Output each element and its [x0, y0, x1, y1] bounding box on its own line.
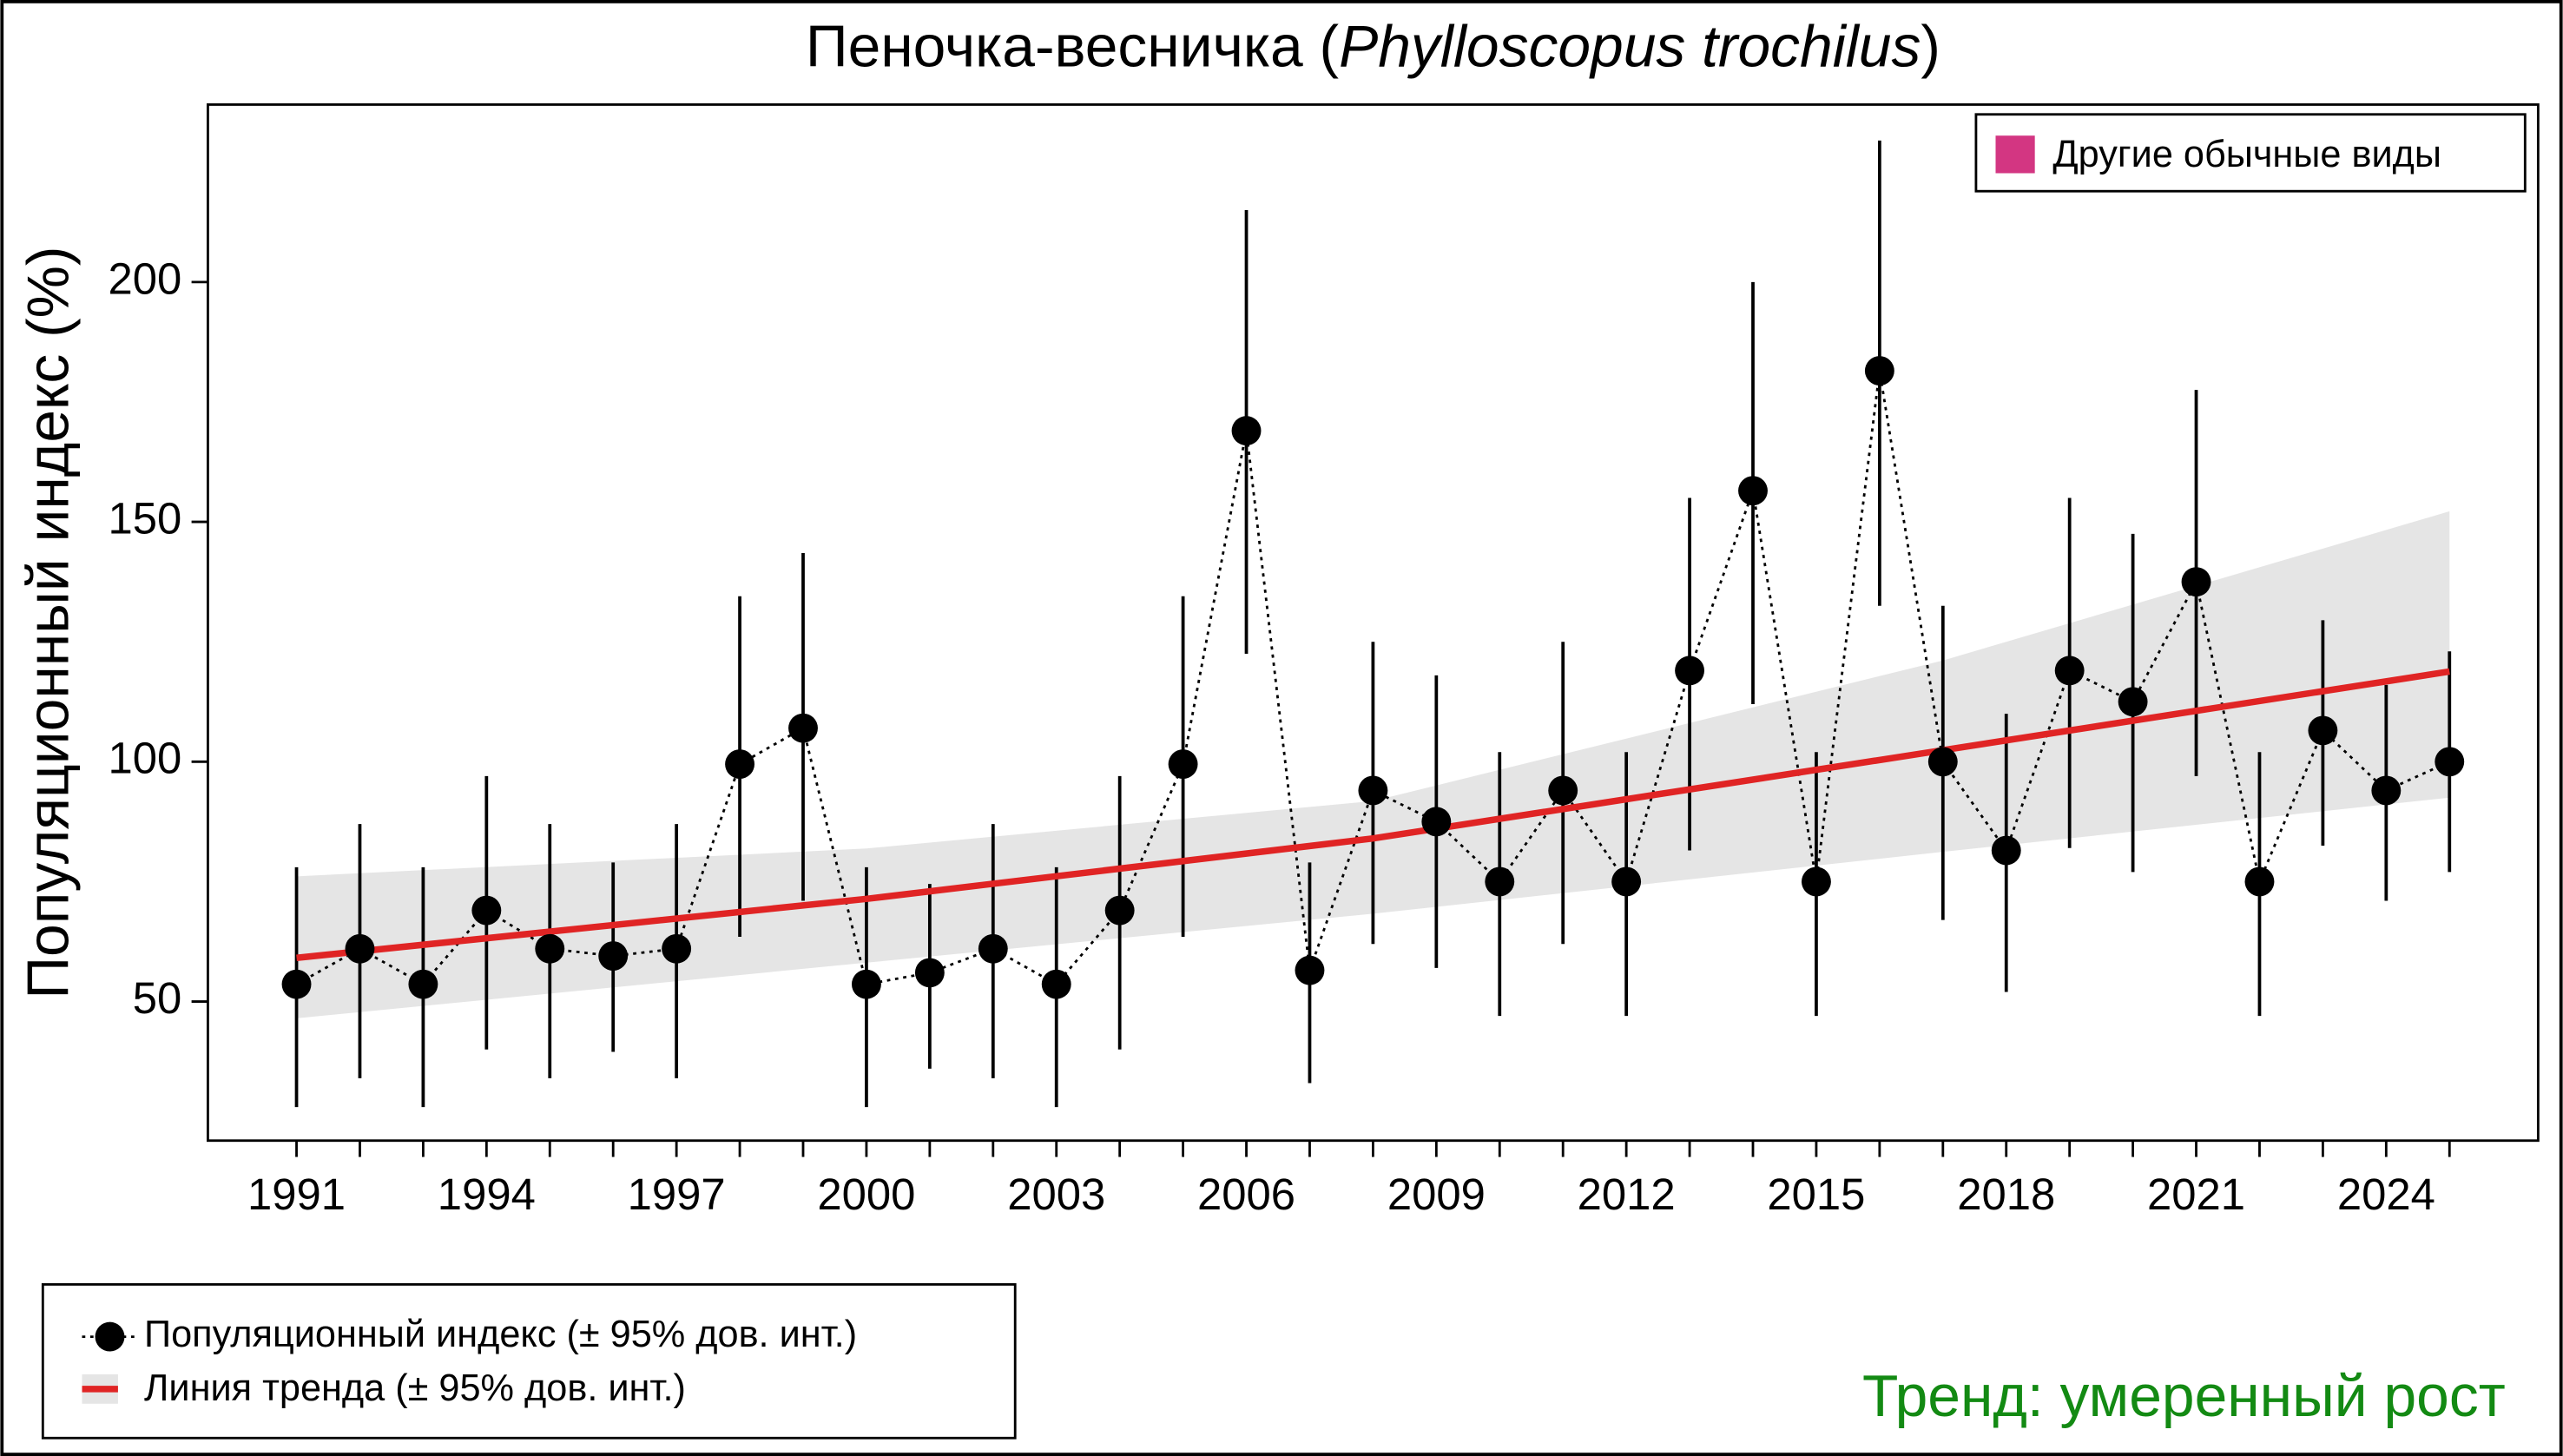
x-tick-label: 2024: [2337, 1169, 2435, 1219]
x-tick-label: 2009: [1387, 1169, 1486, 1219]
data-point: [1991, 835, 2021, 866]
data-point: [2308, 715, 2338, 746]
x-tick-label: 2021: [2147, 1169, 2245, 1219]
data-point: [2435, 747, 2465, 777]
legend-series-label: Популяционный индекс (± 95% дов. инт.): [144, 1314, 857, 1355]
data-point: [1927, 747, 1958, 777]
x-tick-label: 1991: [247, 1169, 346, 1219]
data-point: [2181, 567, 2211, 597]
group-legend-label: Другие обычные виды: [2052, 134, 2441, 175]
y-axis-label: Популяционный индекс (%): [16, 247, 82, 999]
y-tick-label: 100: [109, 734, 182, 783]
title-part: Пеночка-весничка (: [806, 14, 1340, 79]
trend-band: [296, 511, 2450, 1018]
data-point: [1168, 749, 1198, 780]
data-point: [535, 933, 565, 964]
data-point: [1738, 476, 1768, 506]
x-tick-label: 1997: [628, 1169, 726, 1219]
trend-line: [296, 668, 2450, 962]
legend-series-marker: [95, 1321, 125, 1352]
plot-area: [281, 140, 2465, 1108]
data-point: [662, 933, 692, 964]
x-tick-label: 2003: [1007, 1169, 1105, 1219]
x-tick-label: 2015: [1767, 1169, 1865, 1219]
x-tick-label: 1994: [438, 1169, 536, 1219]
data-point: [1295, 955, 1325, 985]
group-legend-box: [1974, 113, 2527, 193]
data-point: [281, 969, 312, 999]
x-tick-label: 2000: [817, 1169, 915, 1219]
data-point: [1675, 656, 1705, 686]
data-point: [345, 933, 375, 964]
data-point: [1104, 895, 1135, 926]
y-tick-label: 150: [109, 494, 182, 544]
data-point: [2054, 656, 2085, 686]
data-point: [1864, 356, 1894, 386]
data-point: [1421, 807, 1452, 837]
data-point: [1358, 775, 1388, 806]
data-point: [725, 749, 755, 780]
data-point: [978, 933, 1008, 964]
title-latin: Phylloscopus trochilus: [1339, 14, 1921, 79]
data-point: [408, 969, 438, 999]
trend-annotation: Тренд: умеренный рост: [1862, 1364, 2506, 1429]
data-point: [1485, 866, 1515, 897]
group-legend-swatch: [1995, 135, 2035, 174]
data-point: [851, 969, 881, 999]
data-point: [1231, 416, 1262, 446]
chart-title: Пеночка-весничка (Phylloscopus trochilus…: [806, 14, 1940, 79]
y-tick-label: 50: [133, 973, 182, 1023]
x-tick-label: 2012: [1578, 1169, 1676, 1219]
data-point: [788, 713, 818, 743]
data-point: [598, 941, 629, 971]
data-point: [914, 958, 945, 988]
data-point: [1041, 969, 1071, 999]
data-point: [1548, 775, 1578, 806]
data-point: [1611, 866, 1642, 897]
x-tick-label: 2006: [1197, 1169, 1295, 1219]
legend-box: [41, 1282, 1017, 1440]
data-point: [471, 895, 502, 926]
data-point: [1801, 866, 1831, 897]
data-point: [2244, 866, 2275, 897]
x-tick-label: 2018: [1957, 1169, 2055, 1219]
legend-trend-label: Линия тренда (± 95% дов. инт.): [144, 1367, 686, 1409]
title-part: ): [1921, 14, 1940, 79]
data-point: [2118, 687, 2148, 717]
y-tick-label: 200: [109, 254, 182, 303]
data-point: [2371, 775, 2402, 806]
